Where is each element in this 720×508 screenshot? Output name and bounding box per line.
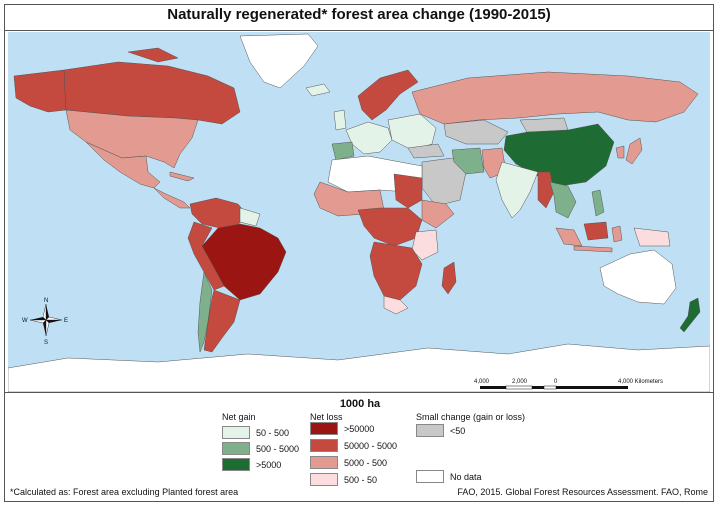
arctic-islands xyxy=(127,47,179,63)
argentina xyxy=(203,289,241,353)
legend-item: No data xyxy=(416,470,482,483)
southeast-asia xyxy=(549,181,577,219)
iran xyxy=(451,147,485,175)
legend-swatch xyxy=(416,470,444,483)
legend-item: 500 - 5000 xyxy=(222,442,299,455)
madagascar xyxy=(441,261,457,295)
russia xyxy=(411,71,699,125)
world-map: N S E W 4,000 2,000 0 4,000 Kilometers xyxy=(8,32,710,392)
legend-label: 50000 - 5000 xyxy=(344,440,398,451)
cuba xyxy=(169,171,195,182)
guianas xyxy=(239,207,261,227)
chile xyxy=(197,271,213,353)
mexico xyxy=(85,141,161,189)
greenland xyxy=(239,33,319,89)
uk xyxy=(333,109,347,131)
legend-label: >5000 xyxy=(256,459,282,470)
legend-label: 5000 - 500 xyxy=(344,457,388,468)
scale-label-left: 4,000 xyxy=(474,379,490,385)
legend-swatch xyxy=(222,458,250,471)
map-frame xyxy=(4,4,714,502)
legend-item: 5000 - 500 xyxy=(310,456,387,469)
scale-label-right: 4,000 Kilometers xyxy=(618,379,663,385)
legend-item: 50 - 500 xyxy=(222,426,289,439)
map-divider xyxy=(4,392,714,393)
compass-e-label: E xyxy=(64,318,68,324)
legend-net-gain-heading: Net gain xyxy=(222,412,256,422)
legend-net-loss-heading: Net loss xyxy=(310,412,343,422)
legend-item: 500 - 50 xyxy=(310,473,377,486)
legend-label: No data xyxy=(450,471,482,482)
borneo xyxy=(583,221,609,241)
peru-bolivia xyxy=(187,221,225,291)
legend-label: 50 - 500 xyxy=(256,427,290,438)
legend-item: >5000 xyxy=(222,458,281,471)
compass-w-label: W xyxy=(22,318,28,324)
korea xyxy=(615,145,625,159)
legend-label: 500 - 50 xyxy=(344,474,378,485)
footnote: *Calculated as: Forest area excluding Pl… xyxy=(10,487,239,497)
australia xyxy=(599,249,677,305)
south-africa xyxy=(383,295,409,315)
iberia xyxy=(331,141,355,161)
iceland xyxy=(305,83,331,97)
legend-item: >50000 xyxy=(310,422,374,435)
india xyxy=(495,161,539,219)
new-zealand xyxy=(679,297,701,333)
east-africa xyxy=(411,229,439,261)
kazakhstan xyxy=(443,119,509,145)
legend-swatch xyxy=(310,422,338,435)
scandinavia xyxy=(357,69,419,121)
sumatra xyxy=(555,227,583,247)
scale-bar: 4,000 2,000 0 4,000 Kilometers xyxy=(474,379,663,390)
java xyxy=(573,245,613,253)
myanmar xyxy=(537,171,555,209)
legend-swatch xyxy=(416,424,444,437)
compass-rose-icon: N S E W xyxy=(22,298,68,346)
japan xyxy=(625,137,643,165)
legend-unit-title: 1000 ha xyxy=(339,398,381,410)
source-credit: FAO, 2015. Global Forest Resources Asses… xyxy=(457,487,708,497)
compass-s-label: S xyxy=(44,340,48,346)
map-title: Naturally regenerated* forest area chang… xyxy=(167,6,551,23)
turkey xyxy=(407,143,445,159)
philippines xyxy=(591,189,605,217)
legend-swatch xyxy=(222,442,250,455)
legend-item: <50 xyxy=(416,424,465,437)
legend-label: >50000 xyxy=(344,423,375,434)
title-divider xyxy=(4,30,714,31)
legend-label: 500 - 5000 xyxy=(256,443,300,454)
legend-swatch xyxy=(310,439,338,452)
sulawesi xyxy=(611,225,623,243)
legend-label: <50 xyxy=(450,425,466,436)
new-guinea xyxy=(633,227,671,247)
antarctica xyxy=(8,343,710,392)
legend-small-change-heading: Small change (gain or loss) xyxy=(416,412,526,422)
legend-swatch xyxy=(310,473,338,486)
legend-swatch xyxy=(222,426,250,439)
legend-item: 50000 - 5000 xyxy=(310,439,397,452)
horn-of-africa xyxy=(421,199,455,229)
scale-label-zero: 0 xyxy=(554,379,558,385)
western-europe xyxy=(345,121,393,155)
compass-n-label: N xyxy=(44,298,48,304)
legend-swatch xyxy=(310,456,338,469)
central-america xyxy=(153,187,191,209)
sudan xyxy=(393,173,423,209)
scale-label-mid: 2,000 xyxy=(512,379,528,385)
